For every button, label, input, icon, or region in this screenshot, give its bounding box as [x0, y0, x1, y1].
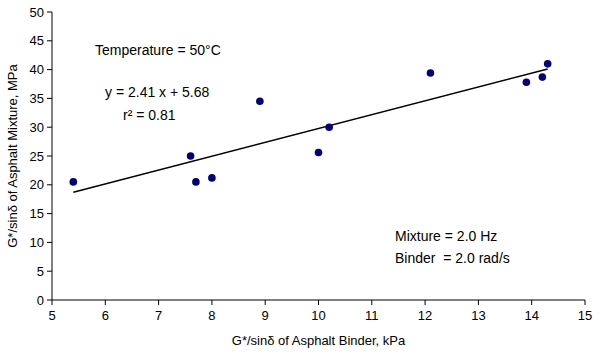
y-tick-label: 5: [37, 264, 44, 279]
x-tick-label: 6: [102, 308, 109, 323]
y-tick: [47, 184, 52, 185]
y-tick: [47, 12, 52, 13]
x-tick-label: 10: [311, 308, 325, 323]
data-point: [256, 97, 264, 105]
y-tick: [47, 98, 52, 99]
x-tick: [425, 300, 426, 305]
x-tick: [265, 300, 266, 305]
x-tick: [211, 300, 212, 305]
y-tick-label: 15: [30, 206, 44, 221]
x-tick-label: 11: [365, 308, 379, 323]
x-tick: [585, 300, 586, 305]
y-tick-label: 20: [30, 177, 44, 192]
data-point: [315, 149, 323, 157]
x-tick: [318, 300, 319, 305]
y-tick-label: 10: [30, 235, 44, 250]
y-tick-label: 35: [30, 91, 44, 106]
data-point: [187, 152, 195, 160]
y-tick: [47, 213, 52, 214]
x-tick-label: 15: [578, 308, 592, 323]
data-point: [523, 78, 531, 86]
y-axis-label: G*/sinδ of Asphalt Mixture, MPa: [5, 63, 20, 247]
data-point: [192, 178, 200, 186]
data-point: [539, 73, 547, 81]
y-tick: [47, 300, 52, 301]
y-tick-label: 45: [30, 33, 44, 48]
x-tick: [52, 300, 53, 305]
data-point: [544, 60, 552, 68]
annotation: Binder = 2.0 rad/s: [395, 250, 510, 266]
plot-area: [70, 60, 552, 192]
y-tick-label: 50: [30, 5, 44, 20]
y-tick: [47, 40, 52, 41]
y-tick: [47, 271, 52, 272]
y-tick-label: 40: [30, 62, 44, 77]
chart: 0510152025303540455056789101112131415G*/…: [0, 0, 600, 362]
x-tick-label: 14: [524, 308, 538, 323]
x-tick-label: 7: [155, 308, 162, 323]
x-tick-label: 8: [208, 308, 215, 323]
y-tick: [47, 156, 52, 157]
x-tick-label: 9: [262, 308, 269, 323]
x-axis-label: G*/sinδ of Asphalt Binder, kPa: [232, 333, 406, 348]
y-tick-label: 30: [30, 120, 44, 135]
x-tick-label: 13: [471, 308, 485, 323]
x-tick-label: 12: [418, 308, 432, 323]
data-point: [208, 174, 216, 182]
x-tick: [531, 300, 532, 305]
annotation: y = 2.41 x + 5.68: [105, 84, 210, 100]
data-point: [325, 123, 333, 131]
trend-line: [73, 69, 547, 192]
y-tick: [47, 127, 52, 128]
x-tick: [371, 300, 372, 305]
x-tick: [478, 300, 479, 305]
x-tick: [158, 300, 159, 305]
data-point: [427, 69, 435, 77]
x-tick-label: 5: [48, 308, 55, 323]
y-tick-label: 0: [37, 293, 44, 308]
annotation: r² = 0.81: [123, 107, 176, 123]
x-tick: [105, 300, 106, 305]
y-tick: [47, 242, 52, 243]
annotation: Mixture = 2.0 Hz: [395, 228, 497, 244]
y-tick: [47, 69, 52, 70]
data-point: [70, 178, 78, 186]
y-tick-label: 25: [30, 149, 44, 164]
annotation: Temperature = 50°C: [95, 42, 221, 58]
